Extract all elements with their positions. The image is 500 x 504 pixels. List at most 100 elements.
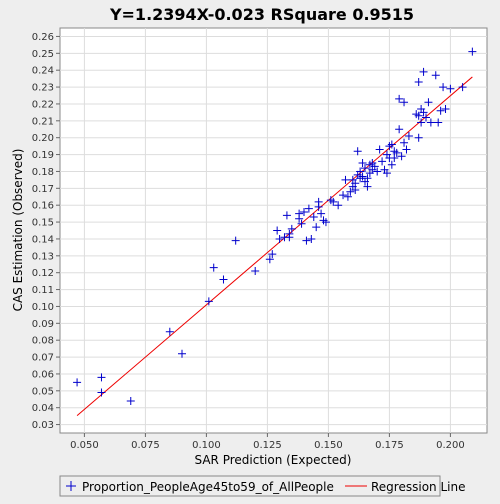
data-point	[265, 255, 274, 264]
data-point	[356, 167, 365, 176]
data-point	[361, 164, 369, 173]
data-points	[73, 47, 477, 405]
y-tick-label: 0.12	[32, 268, 54, 279]
data-point	[273, 226, 282, 235]
y-tick-label: 0.16	[32, 201, 54, 212]
data-point	[419, 67, 428, 76]
data-point	[285, 229, 294, 238]
data-point	[346, 187, 355, 196]
y-axis-label: CAS Estimation (Observed)	[11, 149, 25, 312]
data-point	[390, 153, 399, 162]
chart-title: Y=1.2394X-0.023 RSquare 0.9515	[109, 5, 414, 24]
data-point	[392, 148, 401, 157]
data-point	[219, 275, 228, 284]
data-point	[414, 133, 423, 142]
regression-line-layer	[76, 76, 473, 416]
data-point	[329, 197, 338, 206]
data-point	[165, 327, 174, 336]
data-point	[312, 223, 321, 232]
data-point	[402, 145, 411, 154]
y-tick-label: 0.17	[32, 184, 54, 195]
y-tick-label: 0.04	[32, 403, 54, 414]
data-point	[424, 98, 433, 107]
x-tick-label: 0.200	[436, 440, 465, 451]
data-point	[426, 118, 435, 127]
y-tick-label: 0.14	[32, 234, 54, 245]
x-tick-label: 0.175	[375, 440, 404, 451]
data-point	[317, 209, 326, 218]
data-point	[373, 167, 382, 176]
data-point	[339, 191, 348, 200]
y-tick-label: 0.24	[32, 66, 54, 77]
y-tick-label: 0.13	[32, 251, 54, 262]
data-point	[422, 113, 430, 122]
x-tick-label: 0.050	[70, 440, 99, 451]
data-point	[395, 94, 404, 103]
x-tick-label: 0.075	[131, 440, 160, 451]
data-point	[417, 118, 426, 127]
regression-line	[76, 76, 473, 416]
y-tick-label: 0.21	[32, 116, 54, 127]
data-point	[382, 169, 391, 178]
data-point	[400, 98, 409, 107]
data-point	[446, 84, 455, 93]
data-point	[209, 263, 218, 272]
x-tick-label: 0.100	[192, 440, 221, 451]
legend-label-points: Proportion_PeopleAge45to59_of_AllPeople	[82, 480, 334, 494]
data-point	[439, 83, 448, 92]
data-point	[358, 159, 367, 167]
data-point	[302, 236, 311, 245]
y-tick-label: 0.09	[32, 319, 54, 330]
data-point	[73, 378, 82, 387]
data-point	[282, 211, 291, 220]
y-tick-label: 0.07	[32, 353, 54, 364]
data-point	[441, 105, 450, 113]
data-point	[231, 236, 240, 245]
data-point	[370, 162, 379, 171]
y-tick-label: 0.06	[32, 369, 54, 380]
data-point	[321, 218, 330, 227]
data-point	[431, 71, 440, 80]
y-tick-label: 0.05	[32, 386, 54, 397]
data-point	[275, 234, 284, 243]
y-tick-label: 0.10	[32, 302, 54, 313]
y-tick-label: 0.25	[32, 49, 54, 60]
data-point	[341, 175, 350, 184]
y-tick-label: 0.11	[32, 285, 54, 296]
data-point	[351, 179, 360, 188]
y-tick-label: 0.03	[32, 420, 54, 431]
data-point	[397, 152, 406, 161]
data-point	[353, 147, 362, 156]
data-point	[458, 83, 467, 92]
data-point	[363, 174, 372, 183]
y-tick-label: 0.22	[32, 99, 54, 110]
data-point	[178, 349, 186, 358]
data-point	[358, 172, 367, 181]
data-point	[468, 47, 477, 56]
data-point	[375, 145, 384, 154]
data-point	[126, 396, 135, 405]
legend-box	[59, 475, 441, 497]
y-tick-label: 0.23	[32, 83, 54, 94]
data-point	[395, 125, 404, 134]
data-point	[414, 111, 423, 120]
y-tick-label: 0.20	[32, 133, 54, 144]
data-point	[434, 118, 443, 127]
data-point	[287, 224, 296, 233]
grid-lines	[60, 28, 487, 433]
data-point	[268, 250, 277, 259]
x-tick-label: 0.125	[253, 440, 282, 451]
data-point	[436, 106, 445, 115]
x-axis-label: SAR Prediction (Expected)	[195, 453, 352, 467]
data-point	[363, 182, 372, 191]
y-tick-label: 0.18	[32, 167, 54, 178]
data-point	[404, 132, 413, 140]
legend-label-regression: Regression Line	[371, 480, 465, 494]
data-point	[387, 140, 396, 149]
data-point	[97, 373, 106, 382]
y-tick-label: 0.15	[32, 218, 54, 229]
axes: 0.050 0.075 0.100 0.125 0.150 0.175 0.200 0.03 0…	[32, 32, 465, 451]
data-point	[97, 388, 106, 397]
